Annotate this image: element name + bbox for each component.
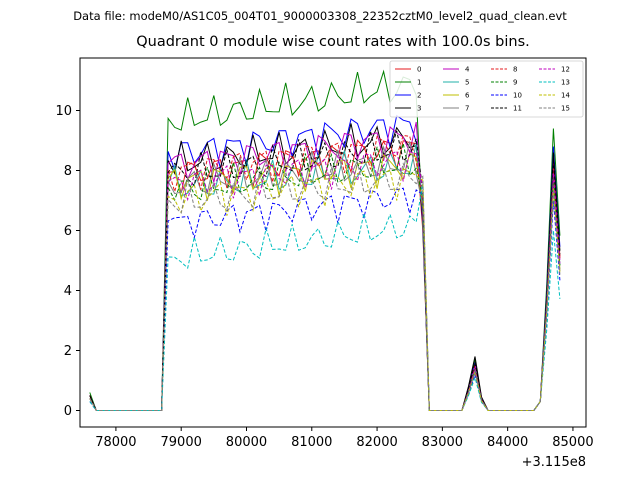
y-tick-label: 6 bbox=[64, 224, 72, 239]
legend-label-11: 11 bbox=[513, 105, 522, 113]
series-line-9 bbox=[89, 143, 561, 411]
series-line-6 bbox=[89, 152, 561, 411]
y-tick-label: 8 bbox=[64, 164, 72, 179]
figure-suptitle: Data file: modeM0/AS1C05_004T01_90000033… bbox=[73, 9, 567, 23]
legend-label-6: 6 bbox=[465, 92, 470, 100]
series-line-11 bbox=[89, 130, 561, 411]
legend-box bbox=[389, 60, 584, 118]
series-layer bbox=[89, 69, 561, 411]
legend-label-15: 15 bbox=[561, 105, 570, 113]
legend-label-5: 5 bbox=[465, 79, 469, 87]
series-line-5 bbox=[89, 143, 561, 411]
legend-label-1: 1 bbox=[417, 79, 421, 87]
legend-label-14: 14 bbox=[561, 92, 570, 100]
legend-label-2: 2 bbox=[417, 92, 421, 100]
legend-label-3: 3 bbox=[417, 105, 421, 113]
x-tick-label: 85000 bbox=[552, 435, 593, 450]
x-tick-label: 80000 bbox=[226, 435, 267, 450]
legend-label-10: 10 bbox=[513, 92, 522, 100]
series-line-7 bbox=[89, 141, 561, 411]
axis-layer: 78000 79000 80000 81000 82000 83000 84000 85000… bbox=[55, 104, 593, 450]
legend-label-9: 9 bbox=[513, 79, 517, 87]
series-line-12 bbox=[89, 150, 561, 411]
series-line-10 bbox=[89, 187, 561, 411]
x-tick-label: 82000 bbox=[356, 435, 397, 450]
x-tick-label: 81000 bbox=[291, 435, 332, 450]
x-tick-label: 79000 bbox=[161, 435, 202, 450]
y-tick-label: 4 bbox=[64, 284, 72, 299]
legend-label-4: 4 bbox=[465, 66, 470, 74]
x-tick-label: 84000 bbox=[487, 435, 528, 450]
series-line-14 bbox=[89, 168, 561, 411]
series-line-3 bbox=[89, 123, 561, 411]
legend-label-13: 13 bbox=[561, 79, 570, 87]
x-tick-label: 83000 bbox=[422, 435, 463, 450]
series-line-4 bbox=[89, 121, 561, 411]
x-tick-label: 78000 bbox=[95, 435, 136, 450]
plot-frame bbox=[79, 57, 587, 428]
legend-label-12: 12 bbox=[561, 66, 570, 74]
series-line-15 bbox=[89, 161, 561, 411]
legend-label-7: 7 bbox=[465, 105, 469, 113]
y-tick-label: 0 bbox=[64, 404, 72, 419]
legend-label-8: 8 bbox=[513, 66, 517, 74]
y-tick-label: 10 bbox=[55, 104, 72, 119]
x-offset-label: +3.115e8 bbox=[522, 455, 586, 470]
legend-label-0: 0 bbox=[417, 66, 421, 74]
y-tick-label: 2 bbox=[64, 344, 72, 359]
chart-title: Quadrant 0 module wise count rates with … bbox=[136, 34, 530, 50]
series-line-13 bbox=[89, 183, 561, 411]
series-line-0 bbox=[89, 139, 561, 411]
